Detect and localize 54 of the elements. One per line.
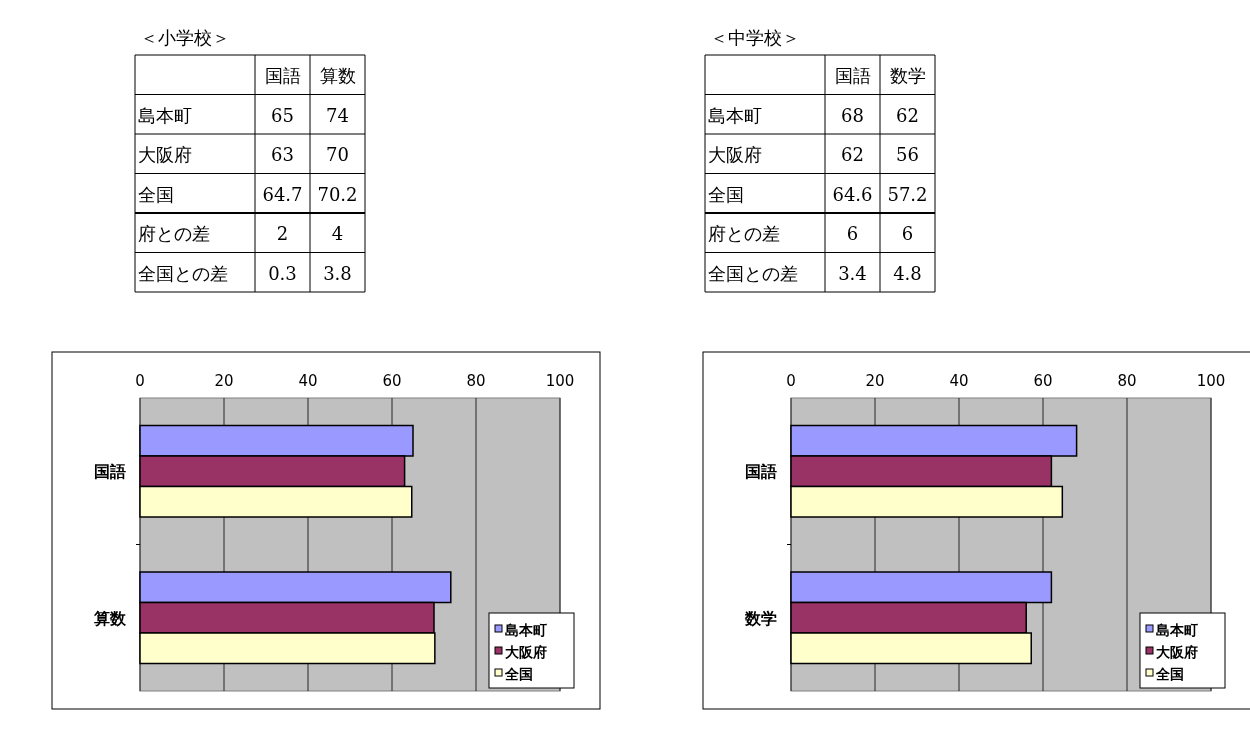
text: 68 [841,104,864,126]
text: 62 [841,144,864,165]
x-tick-label: 20 [214,372,234,390]
text: 57.2 [887,183,928,205]
text: 4 [331,223,344,244]
text: 62 [896,104,919,126]
text: 全国との差 [708,262,798,284]
x-tick-label: 20 [865,372,885,390]
text: 全国との差 [138,262,228,284]
text: 府との差 [708,223,780,244]
x-tick-label: 60 [382,372,402,390]
text: 国語 [834,65,871,86]
text: 算数 [319,65,356,86]
text: ＜小学校＞ [140,27,230,48]
text: 大阪府 [138,144,192,165]
legend-label: 島本町 [505,622,547,638]
text: 74 [326,104,349,126]
x-tick-label: 100 [1196,372,1226,390]
text: 6 [901,223,914,244]
x-tick-label: 100 [545,372,575,390]
text: 4.8 [893,262,922,284]
text: 70.2 [317,183,358,205]
text: ＜中学校＞ [710,27,800,48]
text: 3.4 [838,262,867,284]
text: 島本町 [138,104,192,126]
text: 島本町 [708,104,762,126]
legend-label: 全国 [504,666,533,682]
x-tick-label: 40 [949,372,969,390]
x-tick-label: 40 [298,372,318,390]
x-tick-label: 0 [135,372,145,390]
x-tick-label: 0 [786,372,796,390]
text: 63 [271,144,294,165]
text: 65 [271,104,294,126]
text: 数学 [889,65,926,86]
text: 2 [276,223,289,244]
text: 0.3 [268,262,297,284]
text: 70 [326,144,349,165]
legend-label: 大阪府 [1156,644,1198,660]
text: 府との差 [138,223,210,244]
text: 全国 [138,183,174,205]
legend-label: 大阪府 [505,644,547,660]
text: 3.8 [323,262,352,284]
legend-label: 全国 [1155,666,1184,682]
x-tick-label: 80 [466,372,486,390]
text: 国語 [264,65,301,86]
x-tick-label: 60 [1033,372,1053,390]
text: 64.7 [262,183,303,205]
legend-label: 島本町 [1156,622,1198,638]
text: 大阪府 [708,144,762,165]
text: 6 [846,223,859,244]
text: 56 [896,144,919,165]
x-tick-label: 80 [1117,372,1137,390]
text: 全国 [708,183,744,205]
text: 64.6 [832,183,873,205]
